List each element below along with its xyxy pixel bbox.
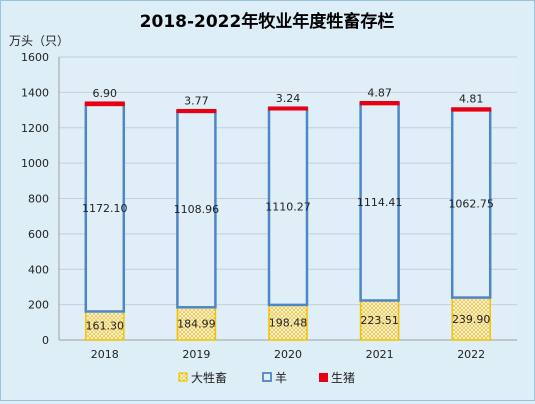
x-tick-label: 2021 xyxy=(366,348,394,361)
data-label-大牲畜: 239.90 xyxy=(452,313,491,326)
data-label-羊: 1110.27 xyxy=(265,201,311,214)
bar-生猪-2020 xyxy=(268,106,308,111)
y-tick-label: 1600 xyxy=(21,51,49,64)
data-label-生猪: 4.81 xyxy=(459,93,484,106)
bar-生猪-2021 xyxy=(359,100,400,106)
data-label-羊: 1172.10 xyxy=(82,202,128,215)
legend-item: 羊 xyxy=(262,370,287,385)
data-label-生猪: 3.24 xyxy=(276,92,301,105)
y-tick-label: 1000 xyxy=(21,157,49,170)
y-tick-label: 600 xyxy=(28,228,49,241)
x-tick-label: 2020 xyxy=(274,348,302,361)
bar-大牲畜-2018 xyxy=(85,310,125,341)
data-label-生猪: 3.77 xyxy=(184,94,209,107)
legend-swatch xyxy=(319,373,328,382)
legend-swatch xyxy=(262,372,272,382)
x-tick-label: 2018 xyxy=(91,348,119,361)
legend-label: 大牲畜 xyxy=(191,370,227,385)
bar-大牲畜-2022 xyxy=(451,296,491,341)
bar-生猪-2019 xyxy=(176,108,217,114)
bar-生猪-2018 xyxy=(84,101,125,107)
bar-羊-2021 xyxy=(359,102,400,302)
y-tick-label: 1400 xyxy=(21,86,49,99)
data-label-羊: 1108.96 xyxy=(174,203,220,216)
legend-swatch xyxy=(178,372,188,382)
bar-羊-2022 xyxy=(450,108,492,299)
x-tick-label: 2022 xyxy=(457,348,485,361)
legend: 大牲畜 羊 生猪 xyxy=(178,370,355,385)
data-label-生猪: 4.87 xyxy=(367,86,392,99)
y-axis-ticks: 0 200 400 600 800 1000 1200 1400 1600 xyxy=(21,51,49,347)
data-label-羊: 1114.41 xyxy=(357,196,403,209)
data-label-大牲畜: 161.30 xyxy=(86,320,125,333)
y-tick-label: 400 xyxy=(28,263,49,276)
legend-item: 生猪 xyxy=(319,371,355,385)
chart-title: 2018-2022年牧业年度牲畜存栏 xyxy=(140,11,395,32)
x-axis-ticks: 2018 2019 2020 2021 2022 xyxy=(91,348,485,361)
legend-label: 生猪 xyxy=(331,371,355,385)
x-tick-label: 2019 xyxy=(182,348,210,361)
data-label-大牲畜: 223.51 xyxy=(360,314,399,327)
y-tick-label: 1200 xyxy=(21,122,49,135)
bar-大牲畜-2019 xyxy=(176,306,217,341)
y-tick-label: 200 xyxy=(28,299,49,312)
y-axis-label: 万头（只） xyxy=(9,34,69,48)
bars xyxy=(84,100,492,341)
bar-生猪-2022 xyxy=(451,107,492,112)
data-label-大牲畜: 184.99 xyxy=(177,318,216,331)
data-labels: 161.30 1172.10 6.90 184.99 1108.96 3.77 198.48… xyxy=(82,86,494,332)
bar-大牲畜-2021 xyxy=(359,299,400,341)
legend-item: 大牲畜 xyxy=(178,370,227,385)
bar-羊-2020 xyxy=(267,107,309,307)
data-label-生猪: 6.90 xyxy=(93,87,118,100)
data-label-羊: 1062.75 xyxy=(448,198,494,211)
legend-label: 羊 xyxy=(275,370,287,385)
y-tick-label: 800 xyxy=(28,193,49,206)
data-label-大牲畜: 198.48 xyxy=(269,316,308,329)
y-tick-label: 0 xyxy=(42,334,49,347)
